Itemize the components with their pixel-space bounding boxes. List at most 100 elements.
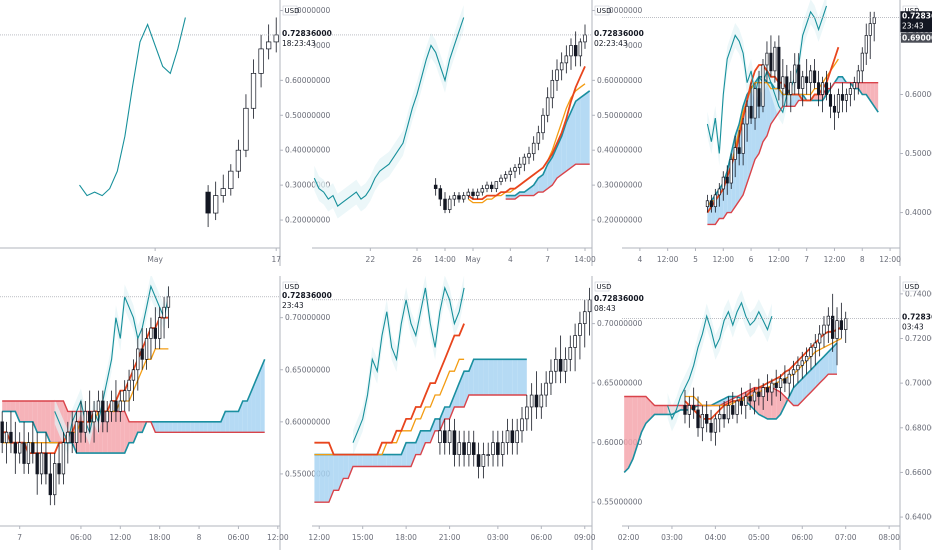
- candle: [568, 335, 573, 372]
- cloud-segment: [185, 421, 191, 433]
- cloud-segment: [396, 454, 402, 467]
- candle: [840, 82, 844, 113]
- candle-body: [529, 394, 534, 408]
- candle-body: [789, 82, 793, 95]
- candle: [729, 153, 733, 189]
- candle: [737, 129, 741, 166]
- candle: [31, 421, 35, 464]
- candle: [48, 453, 52, 506]
- candle: [563, 347, 568, 384]
- candle: [39, 442, 44, 485]
- cloud-segment: [2, 401, 7, 412]
- candle-body: [582, 311, 587, 324]
- price-tag-box: [900, 311, 932, 333]
- candle-body: [781, 76, 785, 89]
- candle: [705, 194, 709, 213]
- cloud-segment: [15, 401, 20, 422]
- candle-body: [745, 105, 749, 125]
- x-tick-label: 7: [804, 255, 809, 264]
- candle-body: [729, 159, 733, 184]
- candle: [461, 192, 466, 203]
- candle: [534, 371, 539, 419]
- currency-label: USD: [597, 7, 612, 15]
- cloud-segment: [129, 421, 134, 443]
- candle-body: [748, 396, 752, 402]
- candle-body: [752, 391, 757, 402]
- lagging-span: [667, 301, 773, 421]
- candle-body: [573, 335, 577, 348]
- candle: [136, 338, 140, 391]
- candle: [500, 430, 505, 467]
- candle-body: [447, 198, 452, 210]
- candle: [114, 380, 118, 422]
- candle-body: [500, 442, 505, 455]
- candle-body: [447, 430, 452, 444]
- x-tick-label: 12:00: [657, 255, 679, 264]
- candle-body: [4, 431, 9, 444]
- candle-body: [471, 442, 476, 455]
- x-tick-label: 4: [637, 255, 642, 264]
- candle-body: [800, 360, 804, 366]
- currency-label: USD: [905, 283, 920, 291]
- x-tick-label: 5: [693, 255, 698, 264]
- candle: [770, 378, 774, 406]
- candle-body: [105, 411, 109, 423]
- x-tick-label: 06:00: [530, 533, 552, 542]
- cloud-segment: [580, 94, 585, 165]
- candle: [824, 70, 829, 101]
- cloud-segment: [547, 157, 553, 189]
- candle-body: [149, 327, 153, 339]
- candle-body: [739, 400, 744, 406]
- x-tick-label: 21:00: [439, 533, 461, 542]
- candle-body: [744, 396, 748, 406]
- candle-body: [541, 114, 545, 134]
- candle: [683, 389, 687, 424]
- candle: [123, 380, 127, 412]
- conversion-line: [706, 46, 840, 214]
- x-tick-label: 12:00: [768, 255, 790, 264]
- leading-span-b: [707, 82, 879, 226]
- candle-body: [709, 200, 713, 208]
- candle-body: [787, 373, 791, 384]
- cloud-segment: [120, 411, 125, 454]
- candle: [835, 307, 839, 366]
- candle-body: [57, 463, 61, 475]
- cloud-segment: [410, 442, 416, 467]
- y-tick-label: 0.80000000: [597, 6, 643, 15]
- candle: [162, 296, 166, 339]
- cloud-segment: [789, 387, 794, 406]
- candle-body: [70, 431, 74, 444]
- candle-body: [844, 94, 848, 101]
- cloud-segment: [406, 442, 411, 467]
- cloud-segment: [415, 430, 421, 455]
- current-price-label: 0.72836000: [594, 29, 644, 38]
- candle: [22, 421, 26, 474]
- cloud-segment: [386, 454, 392, 467]
- candle-body: [114, 400, 118, 412]
- candle: [83, 401, 87, 443]
- candle-body: [753, 88, 757, 119]
- y-tick-label: 0.70000000: [285, 313, 331, 322]
- candle: [791, 360, 796, 388]
- candle-body: [515, 430, 519, 444]
- leading-span-b: [505, 163, 590, 200]
- candle: [844, 311, 848, 343]
- candle: [462, 430, 466, 467]
- candle: [433, 178, 438, 196]
- candle: [88, 390, 92, 433]
- candle-body: [709, 422, 713, 433]
- candle: [92, 401, 96, 443]
- candle-body: [213, 195, 219, 214]
- cloud-segment: [874, 82, 879, 113]
- candle: [709, 194, 713, 213]
- candle-body: [705, 200, 709, 208]
- candle-body: [433, 184, 438, 189]
- candle: [109, 390, 114, 422]
- candle: [569, 38, 573, 70]
- candle-body: [848, 88, 852, 95]
- candle-body: [777, 46, 781, 89]
- candle: [821, 76, 825, 113]
- candle: [544, 371, 548, 407]
- candle: [868, 11, 872, 60]
- cloud-segment: [115, 411, 121, 454]
